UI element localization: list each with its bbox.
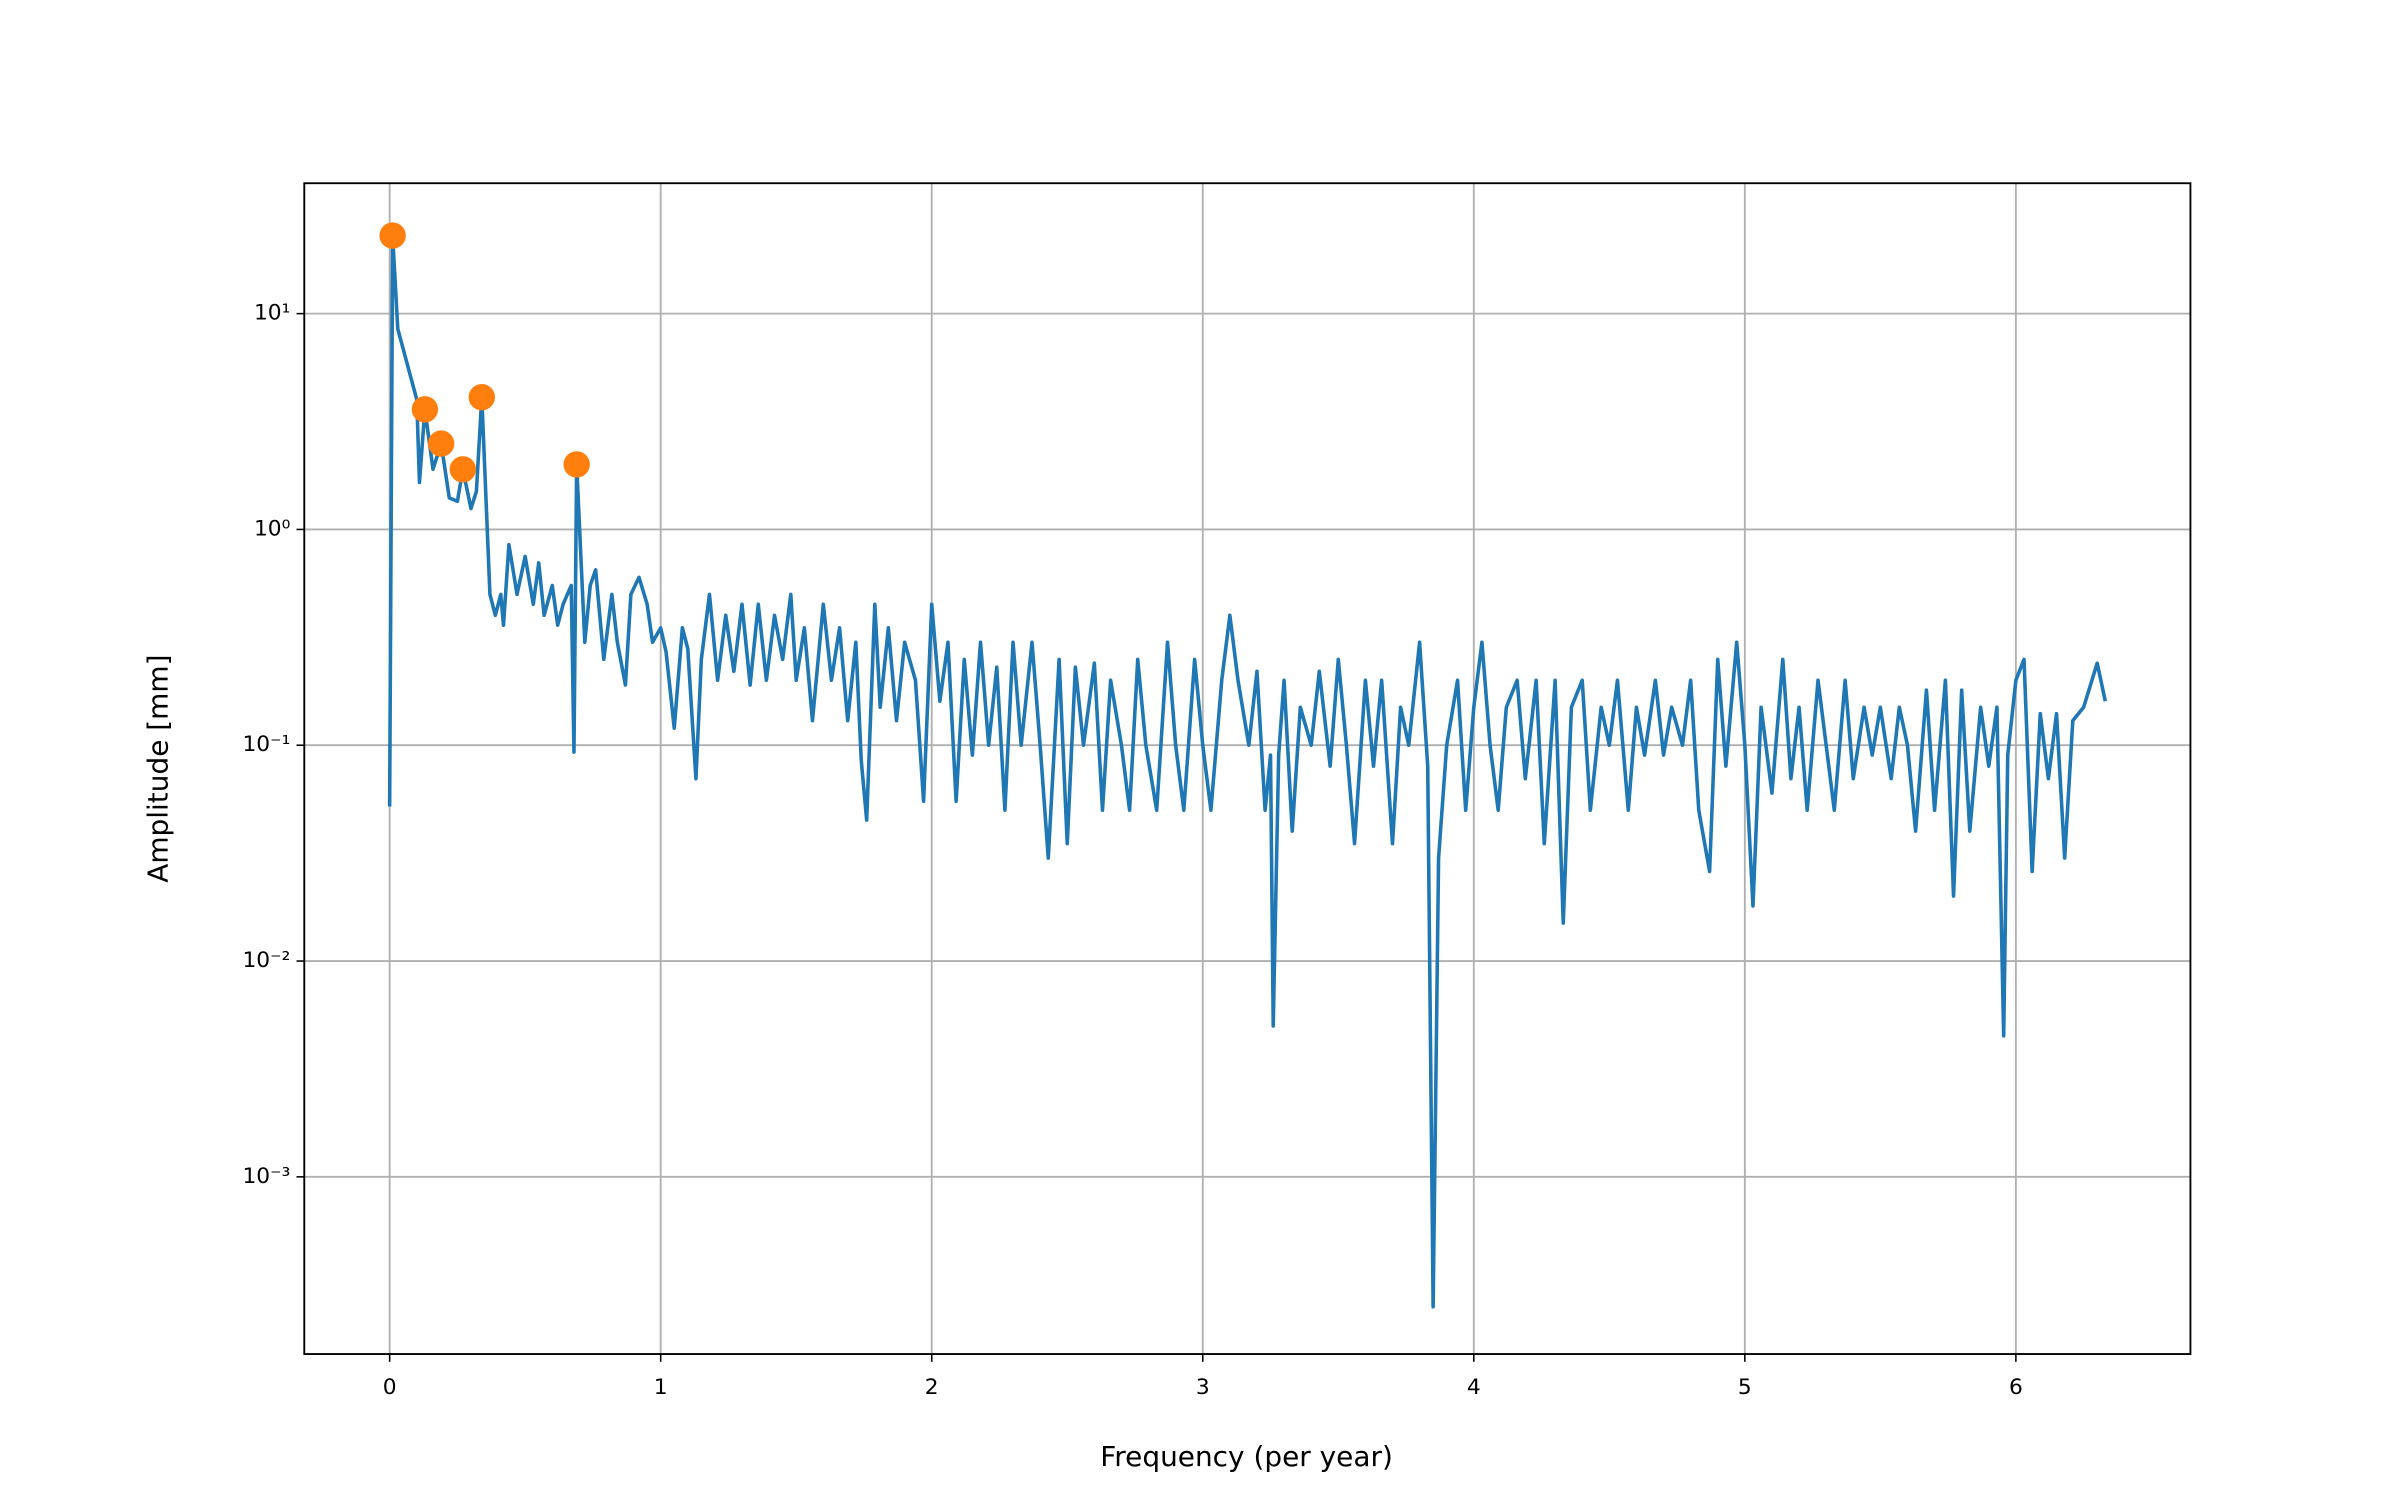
y-tick-label: 10⁻¹: [242, 732, 290, 757]
x-tick-label: 4: [1467, 1375, 1481, 1400]
y-tick-label: 10¹: [254, 301, 290, 326]
x-tick-label: 3: [1196, 1375, 1210, 1400]
peak-marker: [379, 222, 406, 249]
peak-marker: [411, 396, 439, 423]
x-axis-label: Frequency (per year): [1100, 1440, 1393, 1473]
ticks: 0 1 2 3 4 5 6 10⁻³ 10⁻² 10⁻¹ 10⁰ 10¹: [242, 301, 2022, 1401]
y-tick-label: 10⁰: [254, 516, 290, 541]
peak-marker: [468, 383, 495, 411]
x-tick-label: 2: [925, 1375, 939, 1400]
x-tick-label: 0: [383, 1375, 397, 1400]
y-tick-label: 10⁻²: [242, 948, 290, 973]
peak-marker: [563, 451, 590, 478]
plot-area: [379, 222, 2108, 1309]
peak-marker: [449, 456, 477, 483]
axes-frame: [303, 182, 2192, 1355]
data-line: [387, 233, 2108, 1309]
x-tick-label: 6: [2009, 1375, 2023, 1400]
x-tick-label: 5: [1738, 1375, 1752, 1400]
y-tick-label: 10⁻³: [242, 1164, 290, 1189]
peak-marker: [427, 430, 455, 457]
x-tick-label: 1: [654, 1375, 668, 1400]
y-axis-label: Amplitude [mm]: [142, 654, 175, 882]
